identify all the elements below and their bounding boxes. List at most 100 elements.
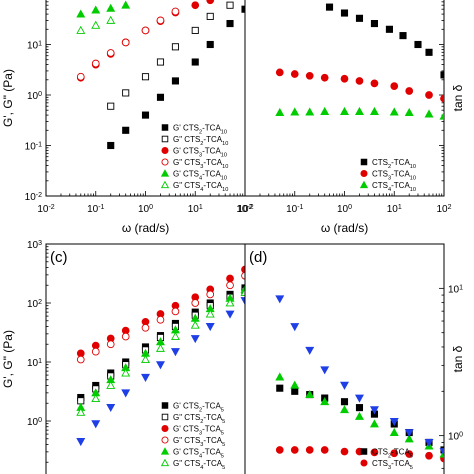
data-point: [206, 290, 215, 299]
data-point: [354, 394, 364, 403]
y-tick-label: 101: [27, 358, 42, 370]
data-point: [156, 16, 165, 25]
legend-marker: [161, 402, 169, 409]
x-tick-label: 100: [138, 204, 153, 216]
data-point: [141, 26, 150, 35]
data-point: [425, 451, 433, 460]
data-point: [291, 387, 299, 395]
legend-label: G" CTS3-TCA10: [173, 158, 228, 170]
data-point: [425, 48, 433, 56]
x-tick-label: 100: [337, 204, 352, 216]
data-point: [171, 43, 180, 51]
data-point: [225, 298, 235, 307]
legend-marker: [360, 169, 368, 178]
y-tick-label: 10-1: [25, 141, 42, 153]
data-point: [155, 343, 165, 352]
y-tick-label: 103: [27, 240, 42, 252]
data-point: [290, 380, 300, 389]
data-point: [340, 381, 349, 390]
data-point: [141, 111, 150, 119]
data-point: [141, 373, 150, 382]
data-point: [370, 448, 379, 457]
data-point: [275, 107, 285, 116]
data-point: [369, 406, 379, 415]
data-point: [240, 297, 245, 306]
data-point: [440, 71, 444, 79]
data-point: [121, 0, 131, 9]
legend-label: G" CTS4-TCA5: [173, 459, 225, 471]
panel-label: (d): [249, 249, 267, 266]
data-point: [226, 1, 234, 9]
data-point: [121, 389, 131, 398]
data-point: [290, 323, 300, 332]
data-point: [340, 447, 349, 456]
data-point: [305, 389, 315, 399]
x-tick-label: 10-2: [236, 204, 253, 216]
x-tick-label: 101: [387, 204, 402, 216]
data-point: [76, 9, 86, 18]
data-point: [320, 73, 329, 82]
data-point: [107, 102, 115, 110]
y-axis-label: G', G" (Pa): [1, 69, 15, 127]
data-point: [91, 347, 100, 356]
legend-marker: [360, 448, 368, 455]
data-point: [399, 32, 407, 40]
legend-label: CTS4-TCA10: [372, 181, 416, 193]
data-point: [170, 348, 180, 357]
data-point: [171, 77, 180, 85]
data-point: [76, 438, 86, 447]
data-point: [91, 20, 101, 29]
data-point: [425, 91, 433, 99]
legend-marker: [160, 180, 170, 189]
x-tick-label: 10-2: [37, 204, 54, 216]
data-point: [171, 7, 180, 16]
data-point: [141, 73, 150, 81]
data-point: [325, 3, 334, 11]
data-point: [106, 49, 115, 57]
y-tick-label: 100: [27, 417, 42, 429]
data-point: [191, 58, 199, 66]
data-point: [439, 111, 444, 120]
data-point: [320, 446, 329, 454]
data-point: [320, 106, 330, 115]
data-point: [205, 323, 215, 332]
legend-marker: [161, 124, 169, 131]
data-point: [225, 310, 235, 319]
data-point: [276, 384, 284, 392]
data-point: [91, 59, 100, 68]
data-point: [439, 448, 444, 457]
data-point: [320, 366, 330, 375]
data-point: [275, 372, 285, 381]
data-point: [106, 380, 116, 389]
legend-label: G' CTS2-TCA10: [173, 124, 227, 136]
legend-label: G' CTS2-TCA5: [173, 402, 224, 414]
legend-label: G' CTS4-TCA5: [173, 448, 224, 460]
data-point: [305, 346, 315, 355]
data-point: [76, 72, 85, 81]
data-point: [121, 38, 130, 47]
data-point: [141, 354, 150, 363]
data-point: [389, 417, 399, 427]
legend-marker: [360, 459, 368, 467]
data-point: [290, 107, 300, 116]
data-point: [290, 70, 299, 78]
panel-label: (c): [50, 249, 68, 266]
legend-marker: [160, 458, 170, 467]
data-point: [405, 87, 414, 95]
data-point: [156, 58, 165, 66]
legend-marker: [161, 146, 169, 155]
data-point: [226, 19, 234, 28]
y-tick-label: 101: [27, 40, 42, 52]
legend-marker: [161, 135, 169, 143]
data-point: [355, 404, 364, 412]
legend-marker: [161, 436, 169, 444]
data-point: [404, 429, 414, 438]
markers-a: [76, 0, 245, 150]
legend-label: CTS3-TCA5: [372, 459, 413, 471]
data-point: [91, 5, 101, 14]
x-tick-label: 102: [436, 204, 451, 216]
data-point: [370, 79, 379, 88]
data-point: [320, 397, 330, 406]
legend-marker: [160, 447, 170, 455]
data-point: [290, 446, 299, 454]
